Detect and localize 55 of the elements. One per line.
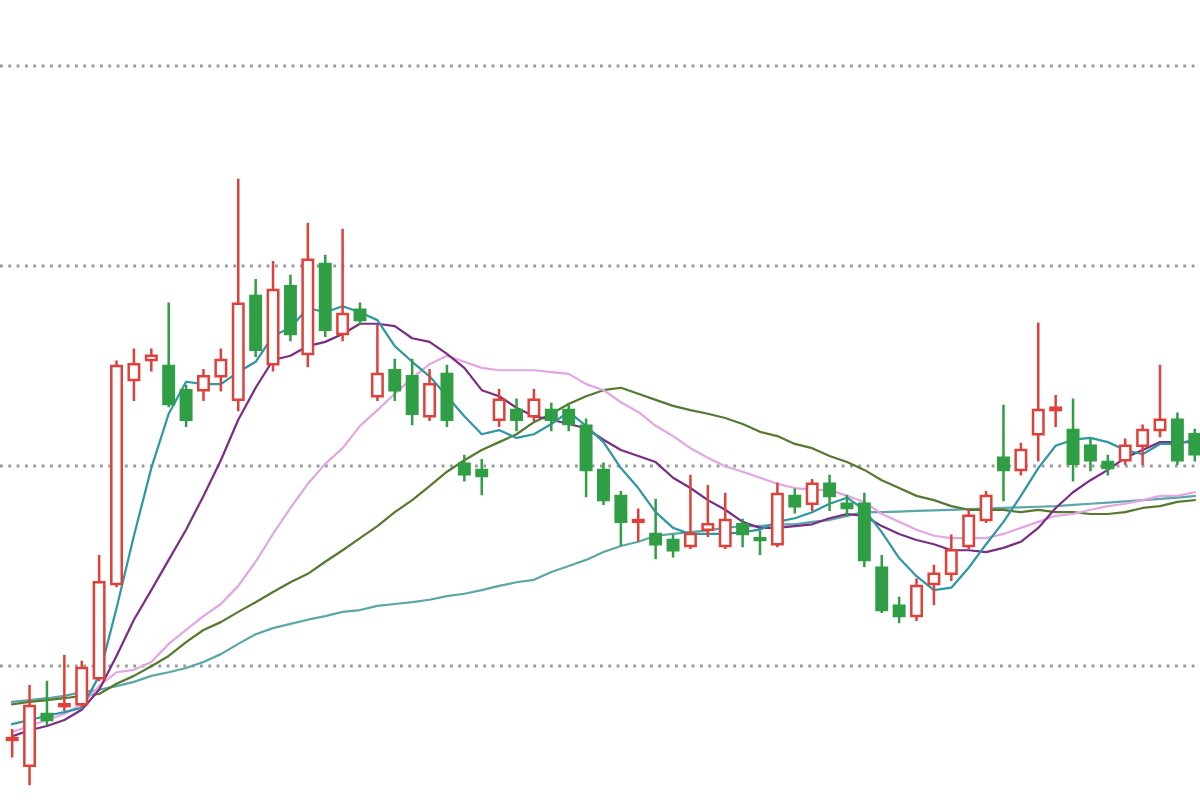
candlestick: [197, 369, 210, 402]
candlestick: [910, 578, 923, 621]
candlestick: [92, 555, 106, 682]
candlestick: [336, 228, 350, 342]
candlestick: [962, 508, 976, 550]
candlestick: [927, 564, 941, 606]
candlestick: [770, 482, 784, 548]
candlestick: [683, 474, 697, 550]
candlestick: [1031, 322, 1045, 462]
candlestick: [57, 654, 71, 711]
candlestick: [1118, 438, 1132, 466]
candlestick: [110, 360, 123, 588]
candlestick: [718, 492, 732, 550]
candlestick: [457, 454, 471, 482]
candlestick: [631, 508, 645, 542]
candlestick: [249, 279, 263, 358]
candlestick: [666, 534, 680, 558]
candlestick: [614, 491, 628, 546]
candlestick: [23, 684, 37, 786]
candlestick: [388, 358, 402, 402]
candlestick: [40, 680, 54, 726]
candlestick: [597, 462, 610, 505]
candlestick: [544, 402, 558, 432]
candlestick: [144, 348, 158, 372]
candlestick: [405, 358, 419, 426]
candlestick: [370, 324, 384, 402]
candlestick: [1170, 412, 1184, 466]
candlestick: [214, 348, 228, 392]
candlestick: [997, 404, 1010, 502]
candlestick: [283, 274, 297, 342]
candlestick: [701, 484, 715, 537]
candlestick: [423, 369, 437, 422]
candlestick: [162, 302, 176, 408]
candlestick: [579, 418, 593, 498]
candlestick: [1153, 364, 1167, 438]
candlestick: [736, 518, 750, 548]
candlestick: [1136, 424, 1150, 466]
candlestick: [75, 660, 89, 708]
candlestick: [944, 534, 958, 582]
candlestick: [301, 222, 315, 368]
candlestick: [231, 178, 245, 412]
candlestick: [1066, 398, 1080, 482]
candlestick: [266, 260, 280, 372]
candlestick: [5, 728, 19, 758]
candlestick: [510, 398, 523, 432]
candlestick: [1083, 438, 1097, 472]
candlestick: [857, 492, 871, 568]
candlestick: [475, 459, 489, 496]
candlestick: [1049, 394, 1063, 428]
candlestick: [562, 402, 576, 432]
candlestick: [649, 498, 663, 560]
candlestick: [823, 474, 837, 512]
candlestick: [753, 530, 767, 556]
candlestick: [875, 555, 889, 614]
candlestick: [127, 348, 141, 402]
